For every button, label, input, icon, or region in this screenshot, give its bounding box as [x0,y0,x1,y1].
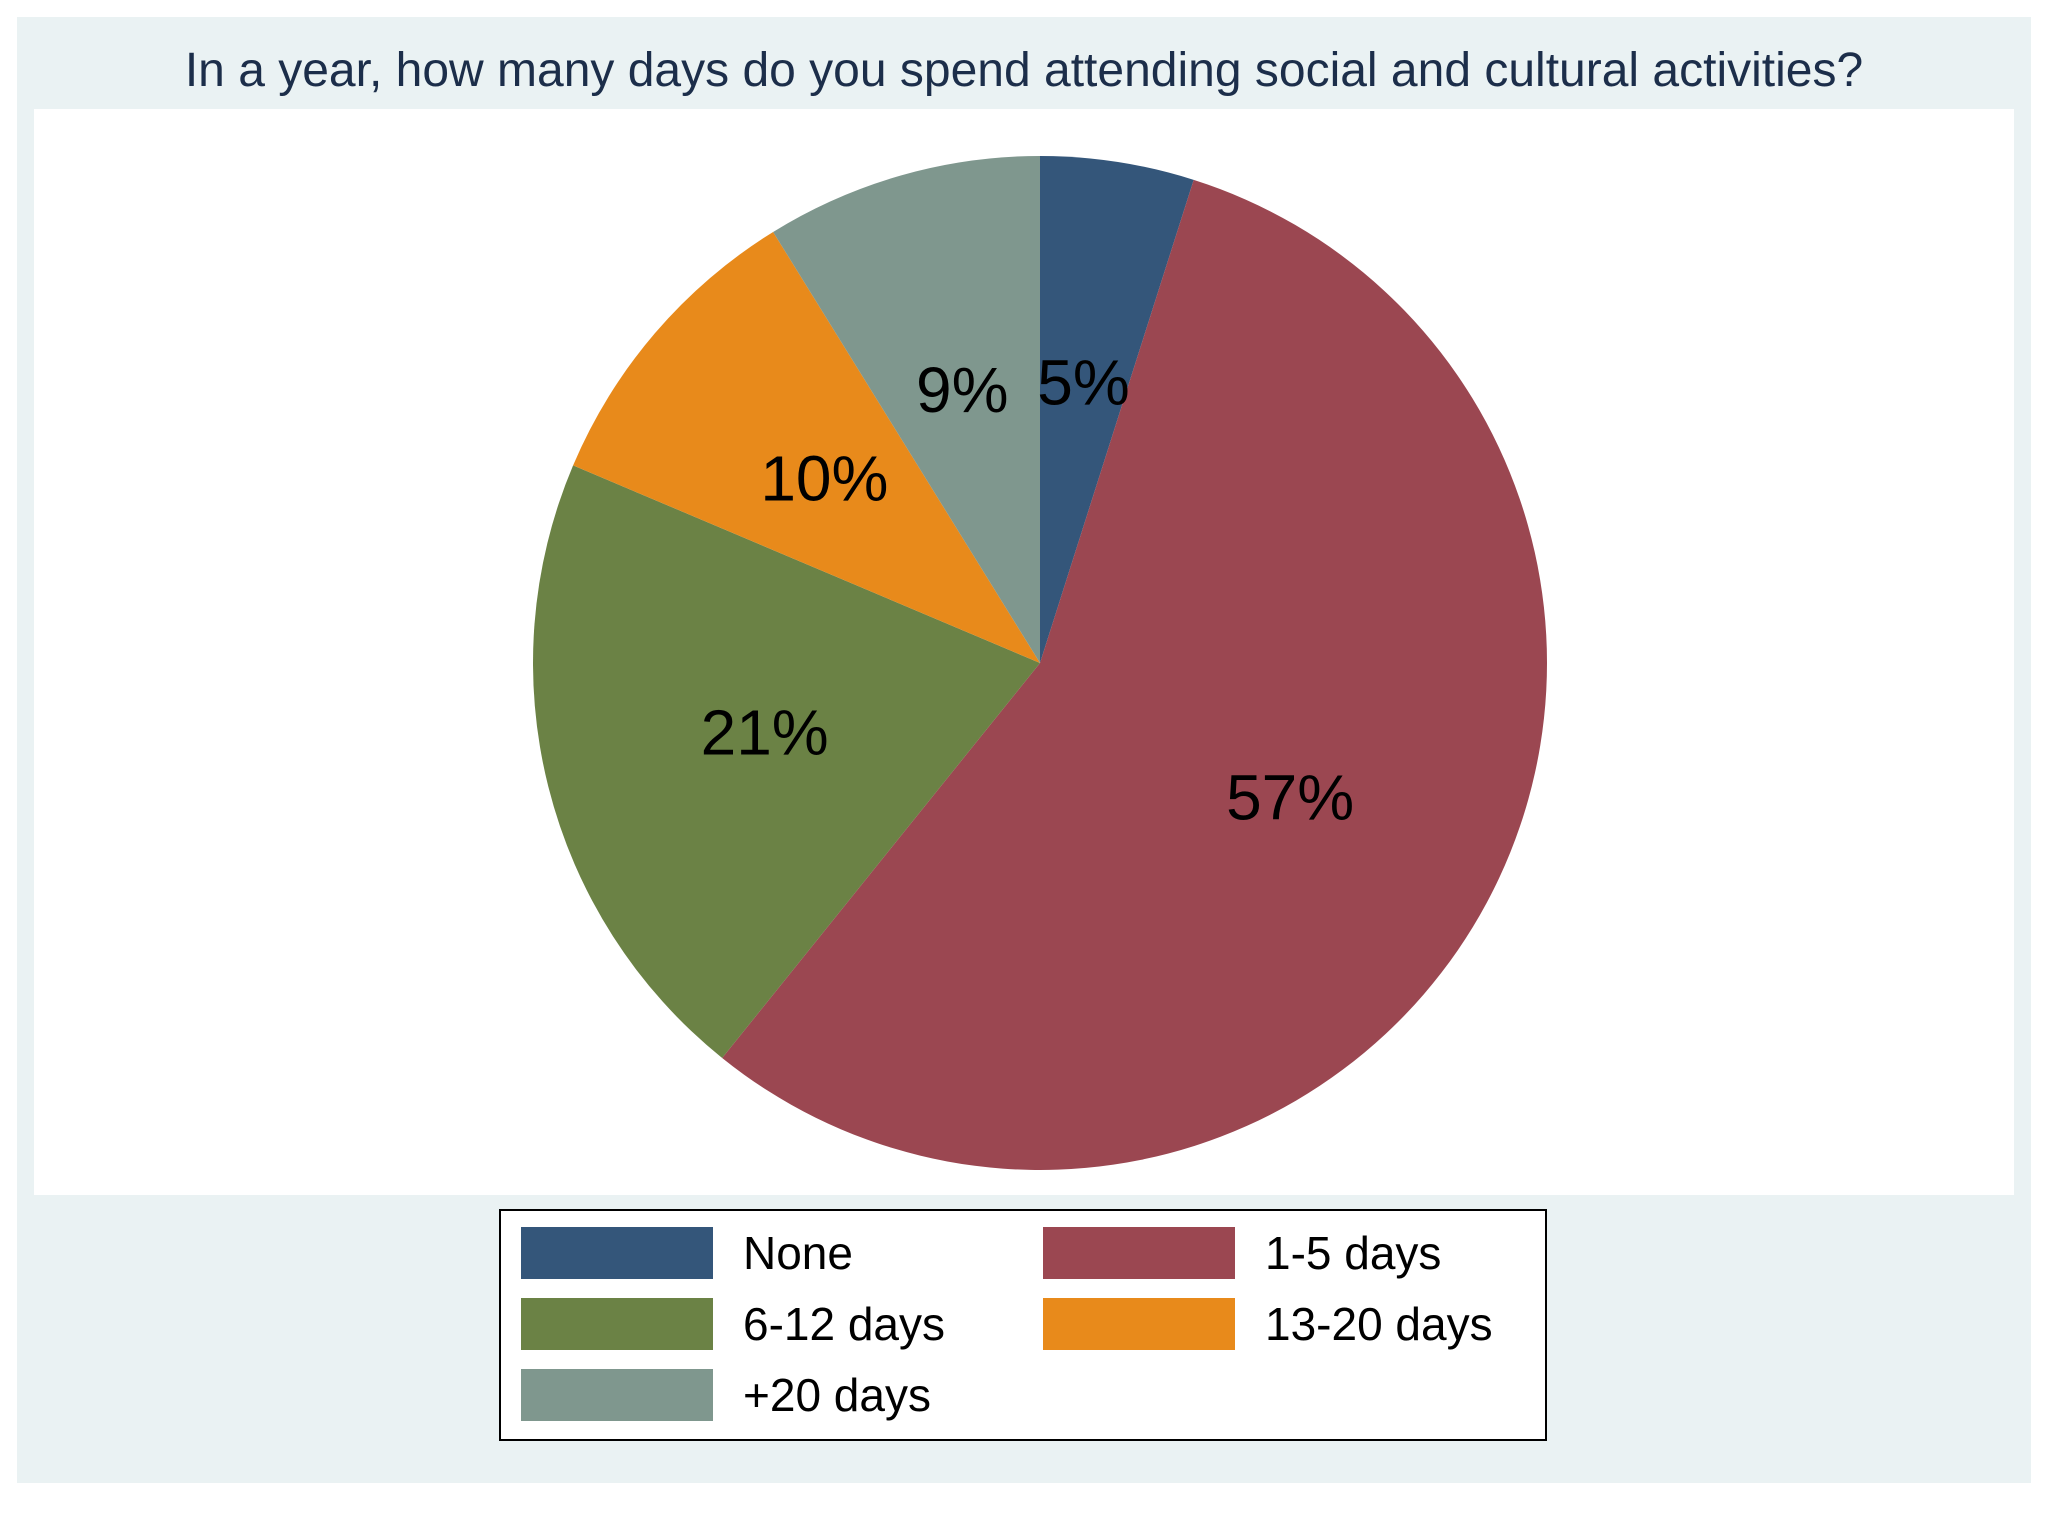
legend-label-none: None [743,1227,853,1279]
legend-label-6-12-days: 6-12 days [743,1298,946,1350]
legend: None 1-5 days 6-12 days 13-20 days +20 d… [499,1209,1547,1441]
legend-label-1-5-days: 1-5 days [1265,1227,1442,1279]
legend-swatch-13-20-days [1043,1298,1235,1350]
pie-slice-13-20-days [573,231,1040,663]
pie-slice-none [1040,156,1194,663]
slice-label-plus-20-days: 9% [916,354,1009,426]
pie-slice-1-5-days [722,179,1547,1170]
legend-swatch-1-5-days [1043,1227,1235,1279]
slice-label-13-20-days: 10% [760,442,888,514]
legend-item-none: None [521,1227,853,1279]
legend-label-plus-20-days: +20 days [743,1369,931,1421]
slice-label-none: 5% [1037,346,1130,418]
slice-label-1-5-days: 57% [1226,761,1354,833]
pie-chart: 5% 57% 21% 10% 9% [533,156,1547,1170]
chart-frame: In a year, how many days do you spend at… [17,17,2031,1483]
plot-area: 5% 57% 21% 10% 9% [34,109,2014,1195]
pie-slice-6-12-days [533,465,1040,1058]
legend-item-13-20-days: 13-20 days [1043,1298,1493,1350]
legend-swatch-none [521,1227,713,1279]
legend-swatch-plus-20-days [521,1369,713,1421]
legend-label-13-20-days: 13-20 days [1265,1298,1493,1350]
legend-item-6-12-days: 6-12 days [521,1298,945,1350]
pie-slice-plus-20-days [773,156,1040,663]
slice-label-6-12-days: 21% [701,696,829,768]
chart-title: In a year, how many days do you spend at… [184,44,1864,97]
legend-swatch-6-12-days [521,1298,713,1350]
legend-item-plus-20-days: +20 days [521,1369,931,1421]
legend-item-1-5-days: 1-5 days [1043,1227,1441,1279]
